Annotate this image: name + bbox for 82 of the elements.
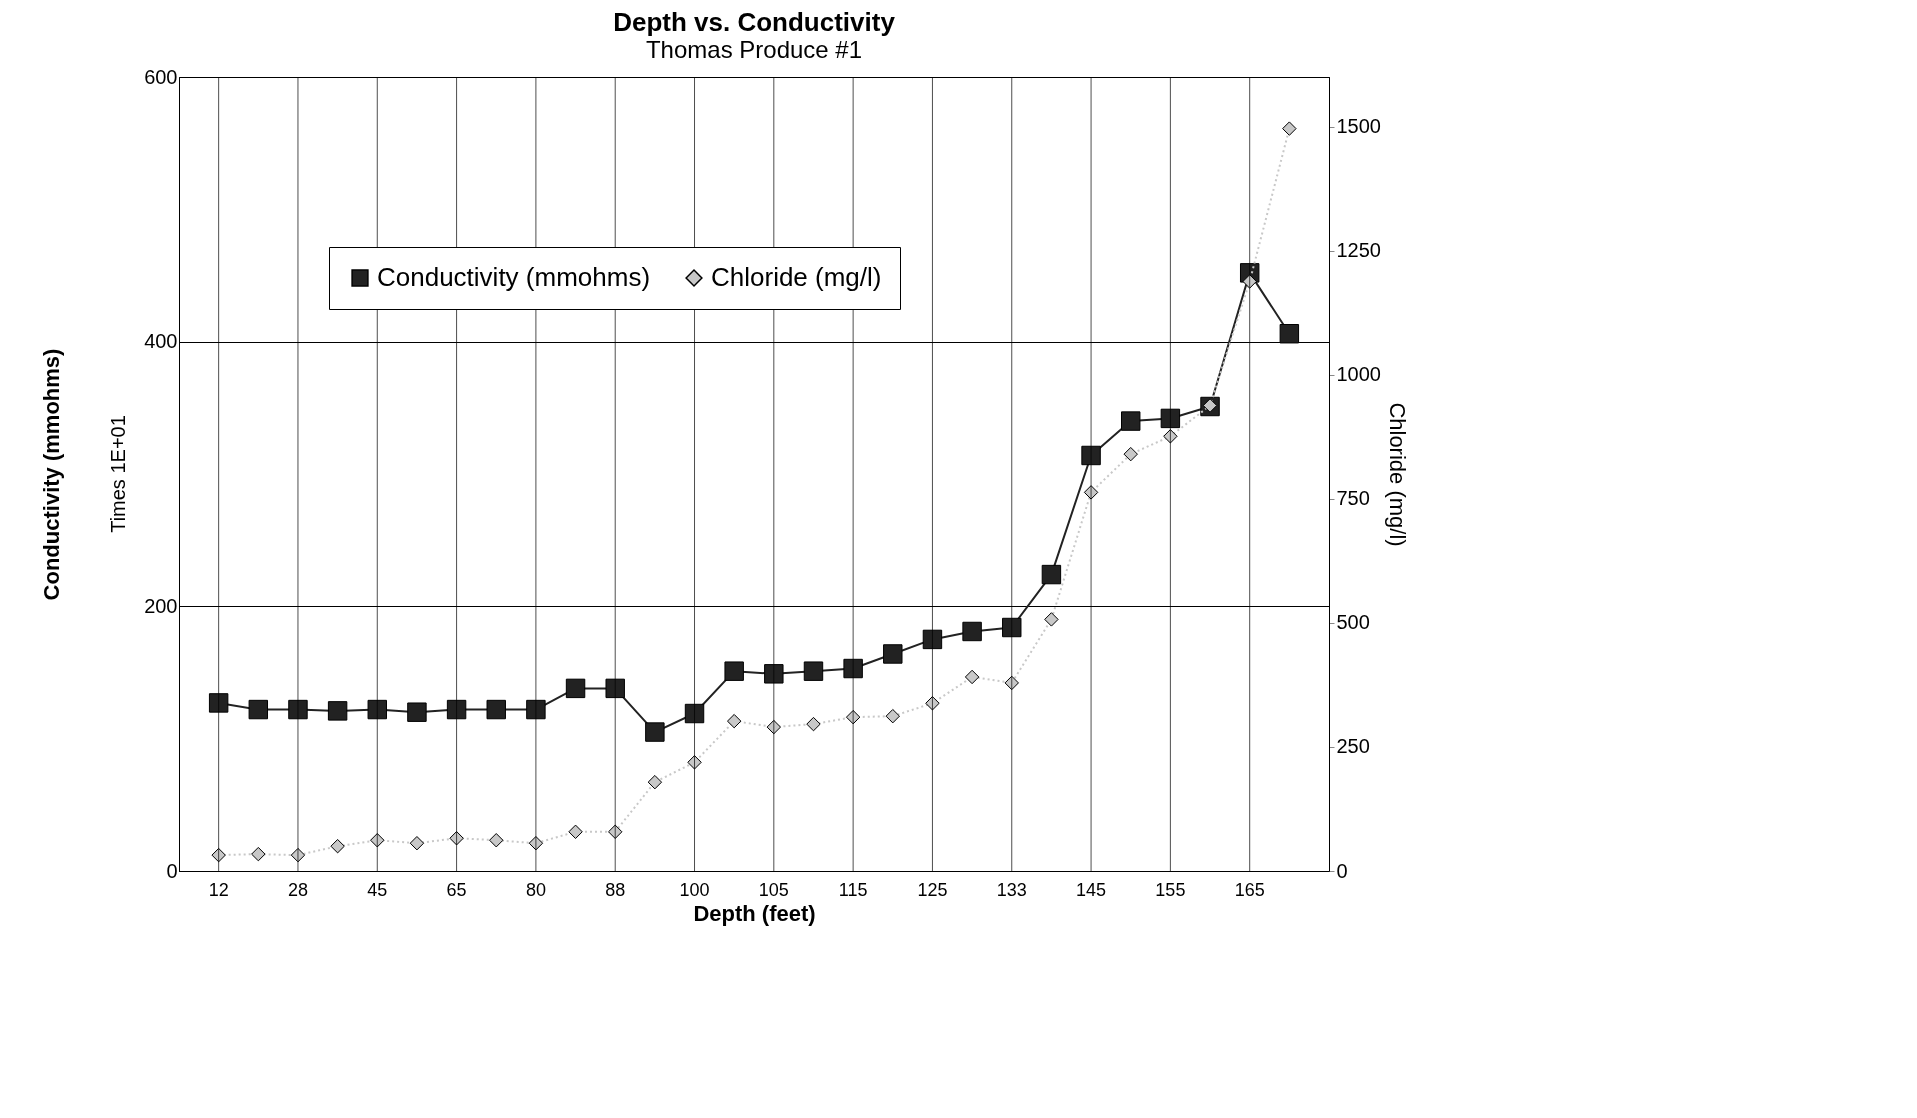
point bbox=[489, 833, 504, 848]
point bbox=[1160, 408, 1181, 429]
y2-tick-label: 1000 bbox=[1336, 363, 1381, 386]
x-tick-label: 145 bbox=[1076, 879, 1107, 900]
point bbox=[885, 708, 900, 724]
x-tick-label: 88 bbox=[605, 879, 626, 900]
point bbox=[370, 833, 385, 848]
point bbox=[647, 774, 663, 790]
point bbox=[883, 644, 903, 664]
point bbox=[962, 621, 982, 642]
point bbox=[208, 693, 229, 713]
point bbox=[806, 716, 821, 732]
point bbox=[330, 838, 345, 854]
point bbox=[409, 836, 425, 851]
x-tick-label: 45 bbox=[367, 879, 388, 900]
point bbox=[1041, 564, 1062, 585]
point bbox=[1279, 324, 1300, 344]
point bbox=[922, 629, 943, 650]
point bbox=[486, 699, 506, 720]
point bbox=[407, 702, 427, 722]
point bbox=[1081, 445, 1101, 466]
point bbox=[1121, 411, 1141, 431]
point bbox=[446, 699, 467, 720]
point bbox=[367, 699, 387, 720]
y-axis-title: Conductivity (mmohms) bbox=[39, 348, 65, 601]
point bbox=[251, 846, 266, 862]
point bbox=[1002, 617, 1022, 638]
point bbox=[687, 755, 702, 770]
y-tick-label: 200 bbox=[144, 594, 178, 617]
point bbox=[764, 664, 784, 684]
point bbox=[568, 824, 583, 839]
point bbox=[843, 658, 863, 679]
point bbox=[1242, 274, 1257, 289]
point bbox=[1282, 121, 1297, 136]
point bbox=[605, 678, 625, 699]
x-tick-label: 115 bbox=[838, 879, 868, 900]
point bbox=[684, 703, 705, 724]
y2-tick-label: 500 bbox=[1336, 611, 1370, 634]
point bbox=[724, 661, 744, 681]
x-tick-label: 28 bbox=[287, 879, 308, 900]
point bbox=[766, 719, 782, 735]
legend-label: Conductivity (mmohms) bbox=[377, 262, 651, 292]
y2-tick-label: 250 bbox=[1336, 735, 1370, 758]
x-tick-label: 12 bbox=[208, 879, 229, 900]
point bbox=[288, 699, 308, 720]
x-tick-label: 165 bbox=[1234, 879, 1265, 900]
point bbox=[327, 701, 348, 721]
x-tick-label: 80 bbox=[525, 879, 546, 900]
point bbox=[211, 847, 226, 863]
point bbox=[925, 696, 940, 711]
chart-title: Depth vs. Conductivity bbox=[613, 7, 896, 37]
y2-tick-label: 750 bbox=[1336, 487, 1370, 510]
point bbox=[645, 722, 665, 742]
x-tick-label: 125 bbox=[917, 879, 948, 900]
x-tick-label: 155 bbox=[1155, 879, 1186, 900]
y2-axis-title: Chloride (mg/l) bbox=[1384, 402, 1410, 547]
point bbox=[565, 678, 586, 699]
y-tick-label: 600 bbox=[144, 65, 178, 88]
y-tick-label: 400 bbox=[144, 330, 178, 353]
point bbox=[1123, 446, 1138, 462]
chart-subtitle: Thomas Produce #1 bbox=[645, 36, 863, 63]
point bbox=[964, 669, 980, 685]
point bbox=[608, 824, 623, 839]
y2-tick-label: 1250 bbox=[1336, 239, 1381, 262]
point bbox=[726, 713, 742, 729]
x-tick-label: 65 bbox=[446, 879, 467, 900]
point bbox=[803, 661, 824, 681]
y2-tick-label: 0 bbox=[1336, 859, 1348, 882]
x-axis-title: Depth (feet) bbox=[693, 900, 816, 926]
y2-tick-label: 1500 bbox=[1336, 115, 1381, 138]
y-tick-label: 0 bbox=[166, 859, 178, 882]
legend-label: Chloride (mg/l) bbox=[711, 262, 882, 292]
x-tick-label: 105 bbox=[758, 879, 789, 900]
point bbox=[1004, 675, 1019, 691]
point bbox=[248, 699, 269, 720]
point bbox=[526, 699, 546, 720]
text: Times 1E+01 bbox=[107, 415, 129, 533]
point bbox=[1044, 612, 1059, 627]
x-tick-label: 100 bbox=[679, 879, 710, 900]
point bbox=[1163, 429, 1178, 444]
x-tick-label: 133 bbox=[996, 879, 1027, 900]
point bbox=[449, 831, 464, 846]
